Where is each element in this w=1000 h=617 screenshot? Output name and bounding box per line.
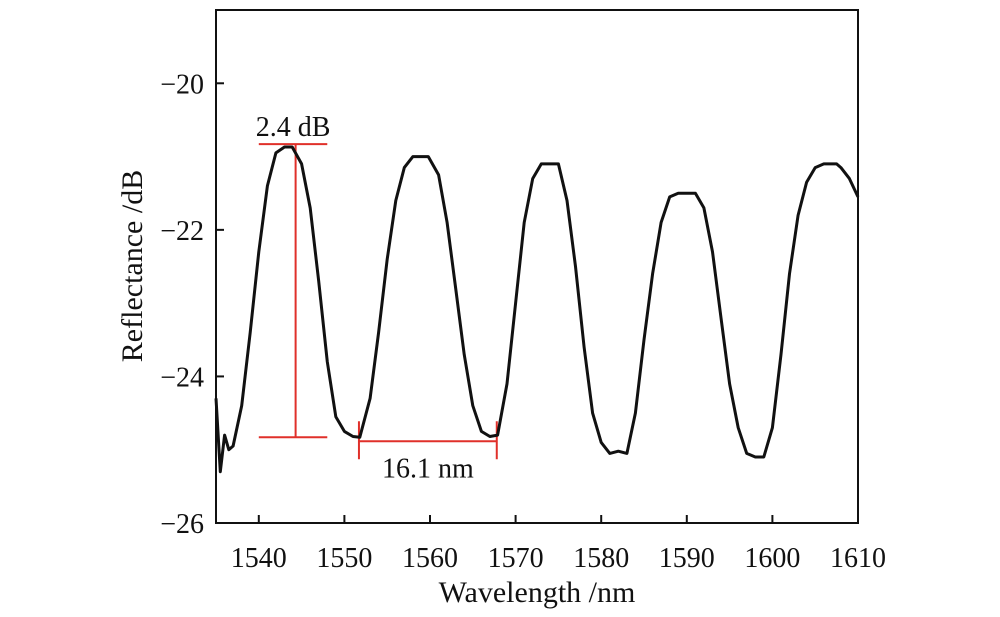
x-tick-label: 1550 xyxy=(316,543,372,574)
y-tick-label: −26 xyxy=(160,509,204,540)
y-axis-title: Reflectance /dB xyxy=(116,170,149,362)
x-tick-label: 1540 xyxy=(231,543,287,574)
x-tick-label: 1610 xyxy=(830,543,886,574)
period-label: 16.1 nm xyxy=(382,453,474,484)
x-axis-title: Wavelength /nm xyxy=(439,576,636,609)
amplitude-label: 2.4 dB xyxy=(256,112,331,143)
x-axis-ticks: 1540 1550 1560 1570 1580 1590 1600 1610 xyxy=(231,515,886,574)
reflectance-series-line xyxy=(214,145,860,474)
annotations: 2.4 dB 16.1 nm xyxy=(256,112,498,484)
x-tick-label: 1570 xyxy=(488,543,544,574)
y-tick-label: −20 xyxy=(160,69,204,100)
y-tick-label: −22 xyxy=(160,216,204,247)
y-tick-label: −24 xyxy=(160,362,204,393)
x-tick-label: 1590 xyxy=(659,543,715,574)
y-axis-ticks: −20 −22 −24 −26 xyxy=(160,69,224,540)
x-tick-label: 1560 xyxy=(402,543,458,574)
plot-frame xyxy=(215,9,859,524)
x-tick-label: 1600 xyxy=(744,543,800,574)
x-tick-label: 1580 xyxy=(573,543,629,574)
